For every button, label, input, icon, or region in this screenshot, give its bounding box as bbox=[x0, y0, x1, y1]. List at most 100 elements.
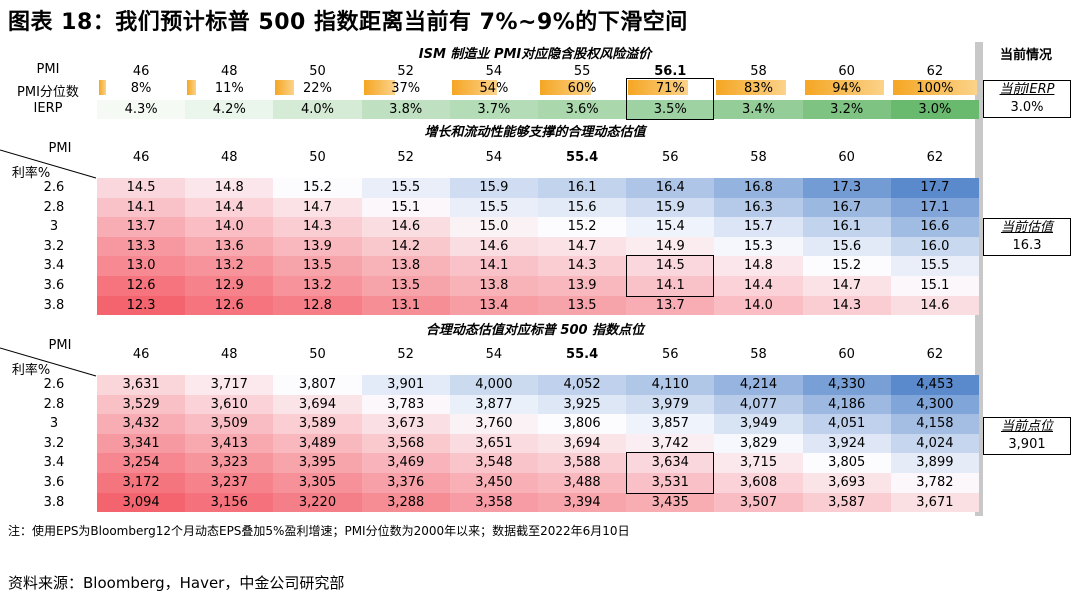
current-index-label: 当前点位 bbox=[1000, 419, 1053, 434]
section2-rate-label: 3.6 bbox=[43, 278, 65, 293]
section1-percentile-bar bbox=[187, 80, 197, 95]
section3-value-cell: 3,254 bbox=[97, 453, 186, 473]
section3-value-cell: 3,237 bbox=[185, 473, 274, 493]
section3-value-cell: 3,673 bbox=[361, 414, 450, 434]
section2-value-cell: 14.7 bbox=[802, 276, 891, 296]
section3-value-cell: 3,634 bbox=[626, 453, 715, 473]
current-ierp-value: 3.0% bbox=[1010, 100, 1044, 115]
current-valuation-value: 16.3 bbox=[1012, 238, 1042, 253]
section3-value-cell: 4,330 bbox=[802, 375, 891, 395]
section2-pmi-header: 56 bbox=[662, 150, 679, 165]
section2-rate-label: 3.8 bbox=[43, 297, 65, 313]
section3-value-cell: 3,806 bbox=[538, 414, 627, 434]
section2-value-cell: 15.2 bbox=[538, 217, 627, 237]
section2-value-cell: 15.2 bbox=[273, 178, 362, 198]
section3-value-cell: 3,694 bbox=[273, 394, 362, 415]
section3-pmi-header: 52 bbox=[397, 347, 414, 362]
section3-value-cell: 3,450 bbox=[449, 473, 538, 493]
section1-pmi-cell: 62 bbox=[926, 64, 944, 79]
section3-rate-label: 3 bbox=[49, 416, 59, 432]
section2-value-cell: 14.0 bbox=[185, 217, 274, 237]
section1-percentile-cell: 11% bbox=[214, 81, 244, 96]
section1-pmi-cell: 46 bbox=[132, 64, 150, 79]
section1-pmi-cell: 50 bbox=[309, 64, 326, 79]
section2-rate-label: 3.4 bbox=[43, 258, 65, 274]
section2-value-cell: 12.3 bbox=[97, 295, 186, 316]
current-ierp-label: 当前IERP bbox=[999, 82, 1055, 97]
section2-value-cell: 15.9 bbox=[449, 178, 538, 198]
section2-pmi-header: 62 bbox=[926, 150, 944, 165]
section3-value-cell: 3,394 bbox=[538, 492, 627, 513]
section3-value-cell: 3,783 bbox=[361, 394, 450, 415]
section1-pmi-cell: 54 bbox=[485, 64, 503, 79]
section1-pmi-cell: 48 bbox=[221, 64, 238, 79]
section3-value-cell: 3,760 bbox=[449, 414, 538, 434]
section2-value-cell: 13.2 bbox=[185, 256, 274, 276]
section2-value-cell: 13.5 bbox=[361, 276, 450, 296]
section3-value-cell: 3,899 bbox=[890, 453, 979, 473]
section3-corner-diagonal bbox=[0, 347, 97, 377]
pct-row-label: PMI分位数 bbox=[17, 85, 79, 100]
section1-ierp-cell: 4.3% bbox=[97, 100, 186, 119]
section3-value-cell: 3,413 bbox=[185, 433, 274, 454]
section3-value-cell: 3,671 bbox=[890, 492, 979, 513]
section1-percentile-bar bbox=[628, 80, 688, 95]
section2-value-cell: 13.5 bbox=[538, 295, 627, 316]
section2-corner-pmi: PMI bbox=[48, 141, 72, 156]
section2-pmi-header: 48 bbox=[221, 150, 238, 165]
section2-value-cell: 13.7 bbox=[626, 295, 715, 316]
section3-pmi-header: 55.4 bbox=[566, 347, 599, 362]
section2-pmi-header: 58 bbox=[750, 150, 767, 165]
section2-value-cell: 12.9 bbox=[185, 276, 274, 296]
section2-value-cell: 15.9 bbox=[626, 197, 715, 218]
section3-value-cell: 3,857 bbox=[626, 414, 715, 434]
section3-pmi-header: 48 bbox=[221, 347, 238, 362]
section3-value-cell: 3,979 bbox=[626, 394, 715, 415]
section3-value-cell: 3,489 bbox=[273, 433, 362, 454]
section3-value-cell: 3,742 bbox=[626, 433, 715, 454]
section2-value-cell: 14.1 bbox=[626, 276, 715, 296]
section3-value-cell: 3,588 bbox=[538, 453, 627, 473]
section2-value-cell: 13.9 bbox=[538, 276, 627, 296]
section2-value-cell: 13.9 bbox=[273, 236, 362, 257]
section2-value-cell: 12.6 bbox=[185, 295, 274, 316]
section1-pmi-cell: 56.1 bbox=[654, 64, 687, 79]
section2-value-cell: 14.6 bbox=[361, 217, 450, 237]
section1-ierp-cell: 3.4% bbox=[714, 100, 803, 119]
section3-value-cell: 3,877 bbox=[449, 394, 538, 415]
section2-value-cell: 13.2 bbox=[273, 276, 362, 296]
section2-value-cell: 15.6 bbox=[802, 236, 891, 257]
section3-rate-label: 3.2 bbox=[43, 435, 65, 451]
section2-value-cell: 14.6 bbox=[449, 236, 538, 257]
section2-value-cell: 16.3 bbox=[714, 197, 803, 218]
section2-value-cell: 14.4 bbox=[714, 276, 803, 296]
section3-value-cell: 3,432 bbox=[97, 414, 186, 434]
section1-percentile-cell: 60% bbox=[567, 81, 597, 96]
section2-value-cell: 13.8 bbox=[361, 256, 450, 276]
section2-value-cell: 16.4 bbox=[626, 178, 715, 198]
section1-pmi-cell: 55 bbox=[573, 64, 591, 79]
section2-value-cell: 14.0 bbox=[714, 295, 803, 316]
section3-value-cell: 3,469 bbox=[361, 453, 450, 473]
source-note: 资料来源：Bloomberg，Haver，中金公司研究部 bbox=[8, 574, 345, 592]
section2-value-cell: 14.5 bbox=[626, 256, 715, 276]
section1-percentile-bar bbox=[540, 80, 591, 95]
section3-rate-label: 2.8 bbox=[43, 396, 65, 412]
section2-value-cell: 14.4 bbox=[185, 197, 274, 218]
section2-title: 增长和流动性能够支撑的合理动态估值 bbox=[424, 125, 646, 140]
section3-value-cell: 3,807 bbox=[273, 375, 362, 395]
section2-value-cell: 15.1 bbox=[890, 276, 979, 296]
section1-percentile-cell: 54% bbox=[479, 81, 509, 96]
section2-rate-label: 3.2 bbox=[43, 238, 65, 254]
section3-value-cell: 3,924 bbox=[802, 433, 891, 454]
section2-value-cell: 16.1 bbox=[802, 217, 891, 237]
section2-value-cell: 16.0 bbox=[890, 236, 979, 257]
section3-value-cell: 4,214 bbox=[714, 375, 803, 395]
section3-value-cell: 3,589 bbox=[273, 414, 362, 434]
page-title: 图表 18：我们预计标普 500 指数距离当前有 7%~9%的下滑空间 bbox=[8, 10, 688, 35]
section2-value-cell: 14.1 bbox=[97, 197, 186, 218]
section2-pmi-header: 55.4 bbox=[566, 150, 599, 165]
section2-value-cell: 13.0 bbox=[97, 256, 186, 276]
section3-value-cell: 4,051 bbox=[802, 414, 891, 434]
section1-percentile-cell: 94% bbox=[832, 81, 862, 96]
